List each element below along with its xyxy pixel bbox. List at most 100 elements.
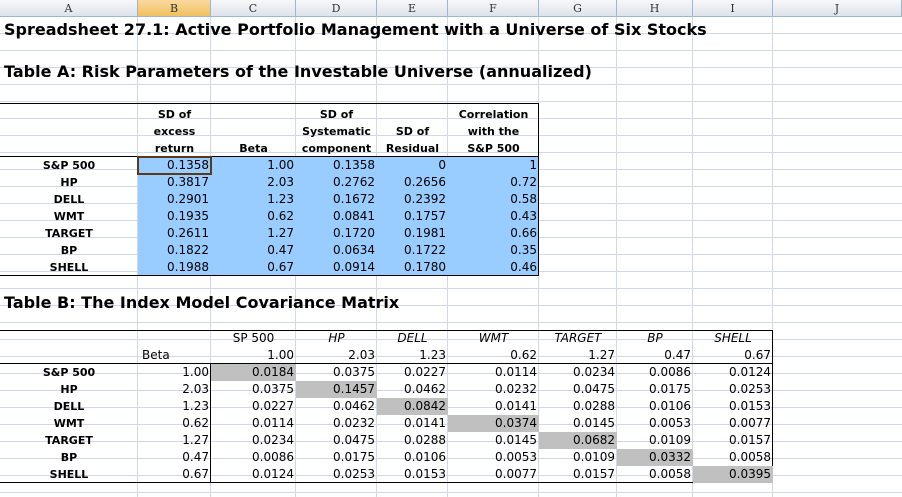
table-a-cell[interactable]: 0.46 (510, 260, 537, 274)
table-a-cell[interactable]: 0.43 (510, 209, 537, 223)
table-b-cell[interactable]: 0.0086 (649, 365, 691, 379)
table-b-cell[interactable]: 0.0109 (573, 450, 615, 464)
table-b-cell[interactable]: 0.0374 (495, 416, 537, 430)
table-b-cell[interactable]: 0.0141 (495, 399, 537, 413)
table-b-row-beta[interactable]: 1.00 (182, 365, 209, 379)
table-a-cell[interactable]: 0.0914 (333, 260, 375, 274)
table-b-cell[interactable]: 0.0058 (729, 450, 771, 464)
table-b-cell[interactable]: 0.0109 (649, 433, 691, 447)
table-b-row-beta[interactable]: 0.62 (182, 416, 209, 430)
table-a-cell[interactable]: 0.1981 (404, 226, 446, 240)
table-b-cell[interactable]: 0.0114 (252, 416, 294, 430)
table-b-beta-value[interactable]: 1.23 (419, 348, 446, 362)
table-a-cell[interactable]: 2.03 (267, 175, 294, 189)
table-a-cell[interactable]: 0.1780 (404, 260, 446, 274)
table-a-cell[interactable]: 0.3817 (167, 175, 209, 189)
table-b-cell[interactable]: 0.0842 (404, 399, 446, 413)
table-a-cell[interactable]: 0.2656 (404, 175, 446, 189)
table-a-cell[interactable]: 0.0634 (333, 243, 375, 257)
table-b-row-beta[interactable]: 0.47 (182, 450, 209, 464)
table-b-beta-value[interactable]: 2.03 (348, 348, 375, 362)
table-b-cell[interactable]: 0.0157 (573, 467, 615, 481)
column-header-i[interactable]: I (693, 0, 773, 17)
table-b-cell[interactable]: 0.0227 (404, 365, 446, 379)
table-b-row-beta[interactable]: 1.23 (182, 399, 209, 413)
table-b-cell[interactable]: 0.0395 (729, 467, 771, 481)
table-a-cell[interactable]: 1.27 (267, 226, 294, 240)
table-b-cell[interactable]: 0.0114 (495, 365, 537, 379)
table-b-cell[interactable]: 0.0157 (729, 433, 771, 447)
table-b-cell[interactable]: 0.0141 (404, 416, 446, 430)
table-b-cell[interactable]: 0.0145 (573, 416, 615, 430)
table-a-cell[interactable]: 0 (438, 158, 446, 172)
table-b-beta-value[interactable]: 0.62 (510, 348, 537, 362)
table-b-cell[interactable]: 0.0682 (573, 433, 615, 447)
table-a-cell[interactable]: 0.67 (267, 260, 294, 274)
table-b-cell[interactable]: 0.0375 (333, 365, 375, 379)
table-b-cell[interactable]: 0.0184 (252, 365, 294, 379)
table-b-cell[interactable]: 0.0232 (495, 382, 537, 396)
table-a-cell[interactable]: 0.1358 (333, 158, 375, 172)
table-b-cell[interactable]: 0.0106 (649, 399, 691, 413)
column-header-c[interactable]: C (211, 0, 296, 17)
table-b-cell[interactable]: 0.0077 (729, 416, 771, 430)
column-header-j[interactable]: J (773, 0, 902, 17)
table-a-cell[interactable]: 0.35 (510, 243, 537, 257)
table-b-cell[interactable]: 0.0234 (252, 433, 294, 447)
column-header-f[interactable]: F (448, 0, 539, 17)
table-b-cell[interactable]: 0.0462 (404, 382, 446, 396)
table-a-cell[interactable]: 0.1935 (167, 209, 209, 223)
table-b-cell[interactable]: 0.0232 (333, 416, 375, 430)
table-b-cell[interactable]: 0.0253 (333, 467, 375, 481)
table-a-cell[interactable]: 0.2611 (167, 226, 209, 240)
table-b-cell[interactable]: 0.0475 (573, 382, 615, 396)
table-b-cell[interactable]: 0.0058 (649, 467, 691, 481)
table-b-row-beta[interactable]: 1.27 (182, 433, 209, 447)
table-a-cell[interactable]: 1 (529, 158, 537, 172)
table-b-cell[interactable]: 0.1457 (333, 382, 375, 396)
table-b-cell[interactable]: 0.0288 (573, 399, 615, 413)
table-b-cell[interactable]: 0.0124 (252, 467, 294, 481)
table-b-cell[interactable]: 0.0475 (333, 433, 375, 447)
table-b-cell[interactable]: 0.0153 (729, 399, 771, 413)
table-b-cell[interactable]: 0.0106 (404, 450, 446, 464)
table-b-row-beta[interactable]: 2.03 (182, 382, 209, 396)
table-b-cell[interactable]: 0.0175 (333, 450, 375, 464)
table-b-cell[interactable]: 0.0153 (404, 467, 446, 481)
table-b-cell[interactable]: 0.0253 (729, 382, 771, 396)
table-b-cell[interactable]: 0.0375 (252, 382, 294, 396)
table-b-row-beta[interactable]: 0.67 (182, 467, 209, 481)
table-b-beta-value[interactable]: 1.27 (588, 348, 615, 362)
table-a-cell[interactable]: 0.1988 (167, 260, 209, 274)
table-b-cell[interactable]: 0.0077 (495, 467, 537, 481)
table-a-cell[interactable]: 0.1720 (333, 226, 375, 240)
table-a-cell[interactable]: 0.2392 (404, 192, 446, 206)
table-b-cell[interactable]: 0.0124 (729, 365, 771, 379)
table-b-cell[interactable]: 0.0332 (649, 450, 691, 464)
table-a-cell[interactable]: 0.66 (510, 226, 537, 240)
table-a-cell[interactable]: 0.62 (267, 209, 294, 223)
active-cell-outline[interactable] (137, 156, 212, 175)
table-b-cell[interactable]: 0.0227 (252, 399, 294, 413)
table-a-cell[interactable]: 0.1822 (167, 243, 209, 257)
table-a-cell[interactable]: 0.72 (510, 175, 537, 189)
column-header-a[interactable]: A (0, 0, 138, 17)
table-a-cell[interactable]: 0.58 (510, 192, 537, 206)
table-b-beta-value[interactable]: 1.00 (267, 348, 294, 362)
column-header-b[interactable]: B (138, 0, 211, 17)
table-b-cell[interactable]: 0.0053 (649, 416, 691, 430)
table-a-cell[interactable]: 0.1358 (167, 158, 209, 172)
table-b-beta-value[interactable]: 0.67 (744, 348, 771, 362)
table-a-cell[interactable]: 1.00 (267, 158, 294, 172)
table-a-cell[interactable]: 0.1722 (404, 243, 446, 257)
table-a-cell[interactable]: 0.47 (267, 243, 294, 257)
table-b-cell[interactable]: 0.0145 (495, 433, 537, 447)
column-header-e[interactable]: E (377, 0, 448, 17)
table-a-cell[interactable]: 1.23 (267, 192, 294, 206)
table-a-cell[interactable]: 0.1757 (404, 209, 446, 223)
table-a-cell[interactable]: 0.0841 (333, 209, 375, 223)
table-b-cell[interactable]: 0.0234 (573, 365, 615, 379)
table-b-cell[interactable]: 0.0053 (495, 450, 537, 464)
table-a-cell[interactable]: 0.2762 (333, 175, 375, 189)
